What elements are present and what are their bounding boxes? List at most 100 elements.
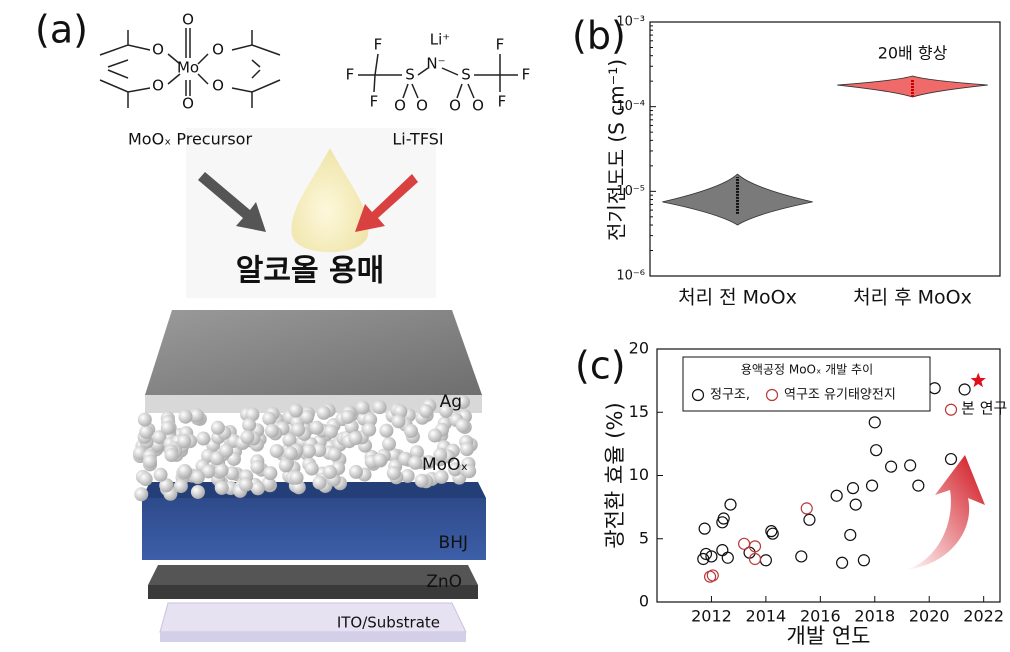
data-point [831,490,842,501]
nanoparticle [310,421,324,435]
data-point [739,538,750,549]
nanoparticle [356,400,370,414]
nanoparticle [404,424,418,438]
nanoparticle [262,412,276,426]
atom-label: F [496,36,505,54]
data-point [913,480,924,491]
nanoparticle [362,423,376,437]
panel-label: (a) [35,8,88,52]
x-tick-label: 2016 [800,607,841,626]
nanoparticle [263,466,277,480]
nanoparticle [317,406,331,420]
nanoparticle [154,468,168,482]
nanoparticle [219,444,233,458]
data-point [946,404,957,415]
plot-frame [650,22,1000,276]
nanoparticle [305,462,319,476]
y-axis-title: 전기전도도 (S cm⁻¹) [605,59,629,241]
atom-label: O [212,77,224,95]
atom-label: Li⁺ [430,31,450,49]
data-point [801,503,812,514]
nanoparticle [242,418,256,432]
y-tick-label: 10⁻³ [616,15,645,30]
x-tick-label: 2020 [909,607,950,626]
nanoparticle [164,448,178,462]
nanoparticle [191,485,205,499]
data-point [796,551,807,562]
nanoparticle [349,465,363,479]
atom-label: F [370,93,379,111]
layer-label: BHJ [439,533,468,553]
nanoparticle [313,476,327,490]
nanoparticle [138,413,152,427]
nanoparticle [323,465,337,479]
y-tick-label: 15 [629,402,649,421]
x-tick-label: 2022 [963,607,1004,626]
data-point [858,555,869,566]
atom-label: O [449,97,461,115]
layer-label: ZnO [426,572,462,592]
layer-label: ITO/Substrate [337,614,440,632]
nanoparticle [215,481,229,495]
atom-label: O [472,97,484,115]
data-point [717,545,728,556]
data-point [850,499,861,510]
nanoparticle [387,466,401,480]
data-point [848,483,859,494]
nanoparticle [177,434,191,448]
atom-label: O [152,41,164,59]
panel-label: (c) [575,344,626,388]
data-point [867,480,878,491]
nanoparticle [139,472,153,486]
legend-title: 용액공정 MoOₓ 개발 추이 [741,363,873,377]
atom-label: S [405,66,415,84]
data-point [971,373,986,387]
atom-label: F [374,36,383,54]
data-point [725,499,736,510]
atom-label: O [182,11,194,29]
nanoparticle [196,432,210,446]
point-annotation: 본 연구 [961,399,1007,417]
y-tick-label: 10 [629,465,649,484]
data-point [869,417,880,428]
nanoparticle [328,447,342,461]
nanoparticle [240,430,254,444]
atom-label: O [182,95,194,113]
atom-label: O [416,97,428,115]
data-point [946,454,957,465]
nanoparticle [143,454,157,468]
precursor-label: MoOₓ Precursor [128,130,252,149]
figure: (a) (b) (c) MoOₓ Precursor Li-TFSI 알코올 용… [0,0,1010,652]
nanoparticle-layer [133,395,478,501]
violin [662,174,813,225]
solvent-label: 알코올 용매 [236,254,384,289]
atom-label: F [346,66,355,84]
nanoparticle [265,424,279,438]
nanoparticle [284,446,298,460]
nanoparticle [251,481,265,495]
y-axis-title: 광전환 효율 (%) [603,402,627,548]
x-tick-label: 2018 [854,607,895,626]
y-tick-label: 5 [639,528,649,547]
salt-label: Li-TFSI [392,130,443,149]
nanoparticle [191,470,205,484]
atom-label: N⁻ [426,55,445,73]
nanoparticle [289,403,303,417]
layer-label: Ag [440,392,462,412]
data-point [871,445,882,456]
nanoparticle [341,410,355,424]
data-point [722,552,733,563]
atom-label: Mo [177,59,199,77]
nanoparticle [161,421,175,435]
atom-label: O [152,77,164,95]
nanoparticle [348,431,362,445]
nanoparticle [302,444,316,458]
data-point [929,383,940,394]
nanoparticle [324,424,338,438]
legend-label: 정구조, [710,388,750,403]
nanoparticle [215,463,229,477]
nanoparticle [379,424,393,438]
nanoparticle [373,400,387,414]
nanoparticle [428,429,442,443]
nanoparticle [139,425,153,439]
